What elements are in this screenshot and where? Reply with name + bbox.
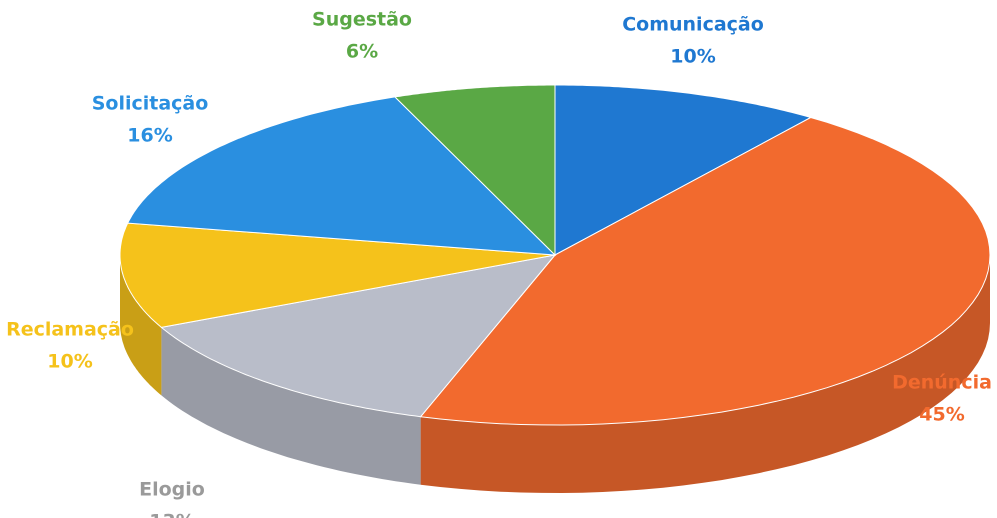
data-label-value: 10% (47, 351, 92, 373)
slice (554, 84, 813, 256)
data-label-value: 16% (127, 125, 172, 147)
data-label-value: 13% (149, 511, 194, 518)
slice-side (120, 255, 162, 396)
data-label-name: Elogio (139, 479, 205, 501)
slice (419, 116, 991, 426)
slice (119, 222, 556, 328)
data-label-name: Denúncia (892, 372, 992, 394)
slice (160, 254, 557, 418)
slice (393, 84, 556, 257)
slice (126, 96, 557, 256)
data-label-name: Sugestão (312, 9, 412, 31)
data-label-value: 6% (346, 41, 378, 63)
data-label-name: Solicitação (92, 93, 209, 115)
data-label-name: Reclamação (6, 319, 134, 341)
slice-side (420, 255, 991, 493)
data-label-name: Comunicação (622, 14, 764, 36)
data-label-value: 10% (670, 46, 715, 68)
data-label-value: 45% (919, 404, 964, 426)
